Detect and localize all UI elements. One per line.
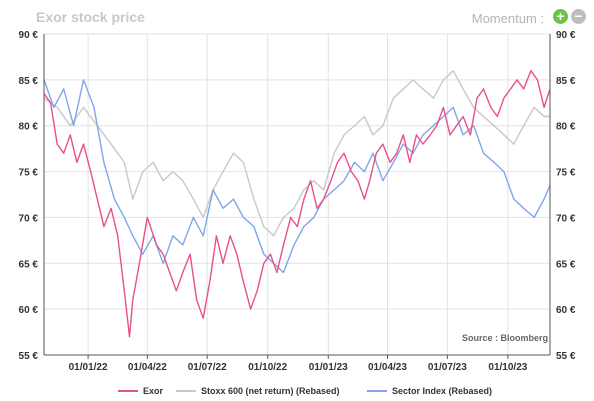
y-tick-label-right: 80 € [556,122,576,133]
series-line-exor [43,69,551,338]
series-line-stoxx [43,69,550,237]
y-tick-label-left: 55 € [19,351,39,362]
y-tick-label-right: 70 € [556,213,576,224]
y-tick-label-left: 90 € [19,30,39,41]
legend-swatch-stoxx [176,390,196,392]
legend-item-sector[interactable]: Sector Index (Rebased) [367,386,492,396]
y-tick-label-left: 80 € [19,122,39,133]
chart-title: Exor stock price [36,9,145,25]
y-tick-label-right: 60 € [556,305,576,316]
grid-lines [44,33,550,356]
x-tick-label: 01/01/23 [309,362,348,373]
y-tick-label-left: 70 € [19,213,39,224]
y-tick-label-right: 85 € [556,76,576,87]
momentum-plus-button[interactable]: + [553,9,568,24]
source-label: Source : Bloomberg [461,333,548,343]
x-tick-label: 01/04/23 [368,362,407,373]
legend-item-stoxx[interactable]: Stoxx 600 (net return) (Rebased) [176,386,340,396]
legend-label-exor: Exor [143,386,164,396]
momentum-minus-button[interactable]: − [571,9,586,24]
series-line-sector [43,79,551,274]
x-tick-label: 01/04/22 [128,362,167,373]
y-tick-label-right: 55 € [556,351,576,362]
x-tick-label: 01/07/22 [188,362,227,373]
axes [43,34,551,359]
legend-swatch-sector [367,390,387,392]
momentum-label: Momentum : [471,11,544,26]
tick-labels: 55 € 55 € 60 € 60 € 65 € 65 € 70 € 70 € 75 € 75 €… [19,30,576,373]
series-lines [43,69,551,338]
y-tick-label-right: 75 € [556,168,576,179]
y-tick-label-right: 65 € [556,259,576,270]
legend: Exor Stoxx 600 (net return) (Rebased) Se… [0,386,594,400]
x-tick-label: 01/07/23 [428,362,467,373]
x-tick-label: 01/10/23 [488,362,527,373]
x-tick-label: 01/01/22 [69,362,108,373]
legend-item-exor[interactable]: Exor [118,386,163,396]
x-tick-label: 01/10/22 [248,362,287,373]
y-tick-label-left: 65 € [19,259,39,270]
legend-label-sector: Sector Index (Rebased) [392,386,493,396]
y-tick-label-left: 60 € [19,305,39,316]
y-tick-label-right: 90 € [556,30,576,41]
legend-label-stoxx: Stoxx 600 (net return) (Rebased) [201,386,340,396]
legend-swatch-exor [118,390,138,392]
y-tick-label-left: 85 € [19,76,39,87]
y-tick-label-left: 75 € [19,168,39,179]
